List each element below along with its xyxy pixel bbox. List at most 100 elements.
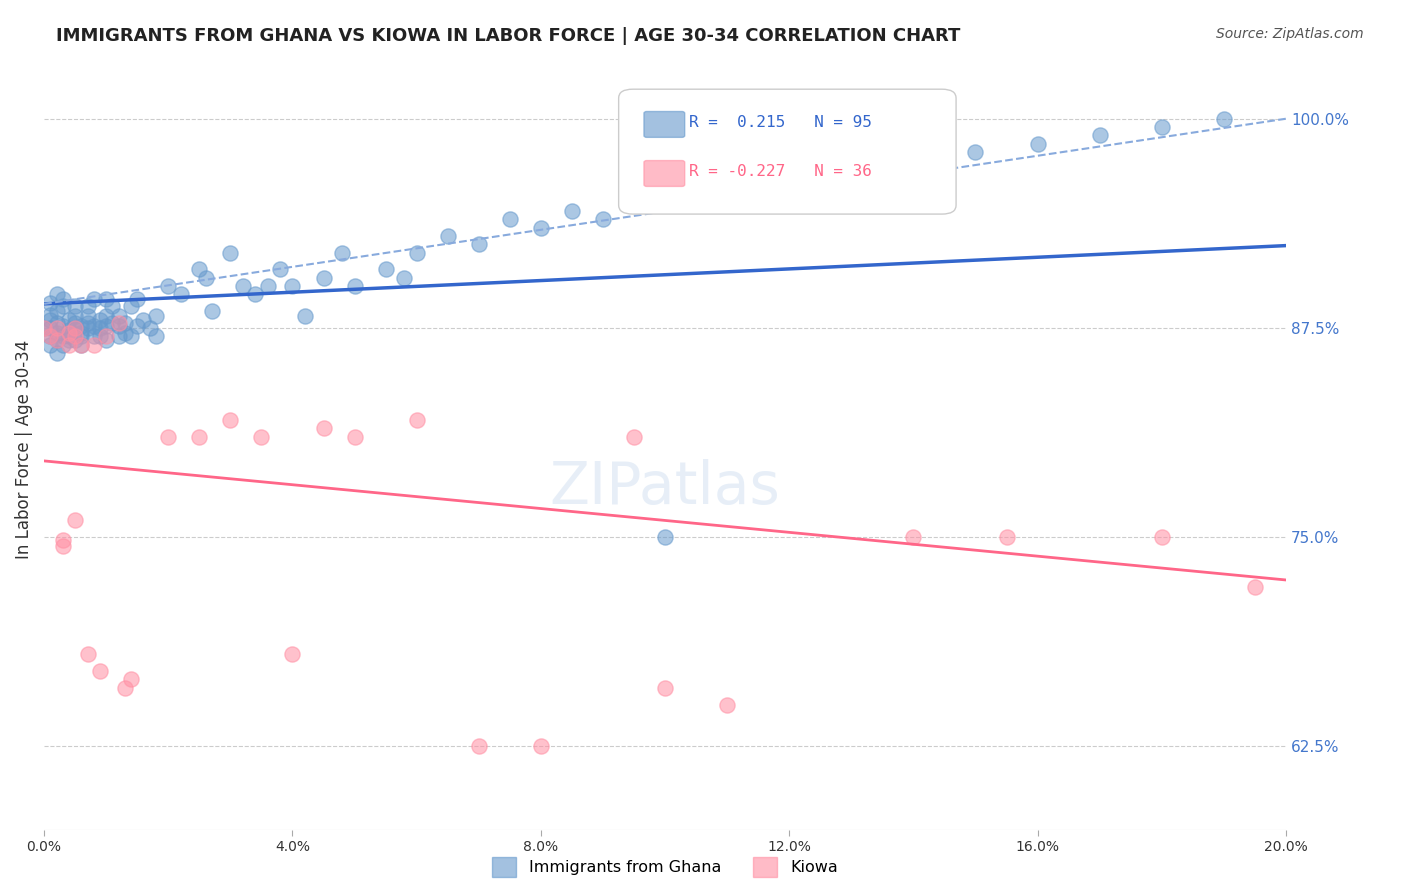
Point: [778, 170, 800, 185]
Point: [45, 304, 67, 318]
Point: [995, 530, 1018, 544]
Point: [623, 430, 645, 444]
Point: [232, 279, 254, 293]
Point: [312, 270, 335, 285]
Point: [58, 323, 80, 337]
Point: [405, 245, 427, 260]
Point: [70, 319, 93, 334]
Point: [70, 337, 93, 351]
Point: [63, 299, 86, 313]
Text: IMMIGRANTS FROM GHANA VS KIOWA IN LABOR FORCE | AGE 30-34 CORRELATION CHART: IMMIGRANTS FROM GHANA VS KIOWA IN LABOR …: [56, 27, 960, 45]
Point: [63, 329, 86, 343]
Point: [219, 413, 242, 427]
Point: [256, 279, 278, 293]
Point: [107, 310, 129, 324]
Point: [45, 333, 67, 347]
Point: [32, 321, 55, 335]
Point: [138, 321, 160, 335]
Text: R =  0.215   N = 95: R = 0.215 N = 95: [689, 115, 872, 129]
Point: [654, 681, 676, 695]
Point: [96, 329, 118, 343]
Point: [405, 413, 427, 427]
Point: [52, 293, 75, 307]
Point: [468, 237, 491, 252]
Point: [96, 310, 118, 324]
Point: [32, 321, 55, 335]
Point: [374, 262, 396, 277]
Point: [63, 321, 86, 335]
Point: [70, 326, 93, 340]
Point: [170, 287, 193, 301]
Point: [436, 228, 458, 243]
Point: [45, 346, 67, 360]
Point: [63, 333, 86, 347]
Point: [269, 262, 291, 277]
Point: [294, 310, 316, 324]
Point: [63, 310, 86, 324]
Point: [530, 739, 553, 754]
Point: [561, 203, 583, 218]
Point: [330, 245, 353, 260]
Point: [114, 316, 136, 330]
Point: [89, 312, 111, 326]
Point: [623, 187, 645, 202]
Point: [120, 329, 142, 343]
Point: [63, 321, 86, 335]
Text: Source: ZipAtlas.com: Source: ZipAtlas.com: [1216, 27, 1364, 41]
Point: [1244, 580, 1267, 594]
Point: [127, 319, 149, 334]
Point: [654, 530, 676, 544]
Point: [39, 337, 62, 351]
Point: [114, 681, 136, 695]
Point: [281, 648, 304, 662]
Point: [70, 329, 93, 343]
Point: [194, 270, 217, 285]
Point: [716, 178, 738, 193]
Point: [965, 145, 987, 160]
Point: [58, 337, 80, 351]
Point: [343, 279, 366, 293]
Point: [839, 161, 862, 176]
Point: [52, 533, 75, 548]
Point: [96, 293, 118, 307]
Point: [76, 321, 98, 335]
Point: [394, 270, 416, 285]
Point: [83, 337, 105, 351]
Point: [132, 312, 155, 326]
Point: [107, 319, 129, 334]
Point: [107, 316, 129, 330]
Point: [76, 310, 98, 324]
Point: [89, 664, 111, 678]
Point: [83, 293, 105, 307]
Point: [39, 312, 62, 326]
Point: [127, 293, 149, 307]
Point: [96, 319, 118, 334]
Point: [120, 299, 142, 313]
Point: [1150, 530, 1173, 544]
Point: [201, 304, 224, 318]
Point: [120, 673, 142, 687]
Point: [89, 329, 111, 343]
Point: [499, 212, 522, 227]
Point: [145, 310, 167, 324]
Point: [45, 326, 67, 340]
Point: [70, 337, 93, 351]
Point: [58, 312, 80, 326]
Legend: Immigrants from Ghana, Kiowa: Immigrants from Ghana, Kiowa: [486, 851, 844, 883]
Point: [157, 279, 180, 293]
Point: [101, 299, 124, 313]
Point: [1212, 112, 1234, 126]
Point: [39, 329, 62, 343]
Point: [76, 648, 98, 662]
Point: [716, 698, 738, 712]
Text: ZIPatlas: ZIPatlas: [550, 458, 780, 516]
Y-axis label: In Labor Force | Age 30-34: In Labor Force | Age 30-34: [15, 340, 32, 559]
Point: [52, 337, 75, 351]
Point: [52, 539, 75, 553]
Point: [45, 287, 67, 301]
Point: [1026, 136, 1049, 151]
Point: [76, 299, 98, 313]
Point: [39, 321, 62, 335]
Point: [39, 329, 62, 343]
Point: [903, 530, 925, 544]
